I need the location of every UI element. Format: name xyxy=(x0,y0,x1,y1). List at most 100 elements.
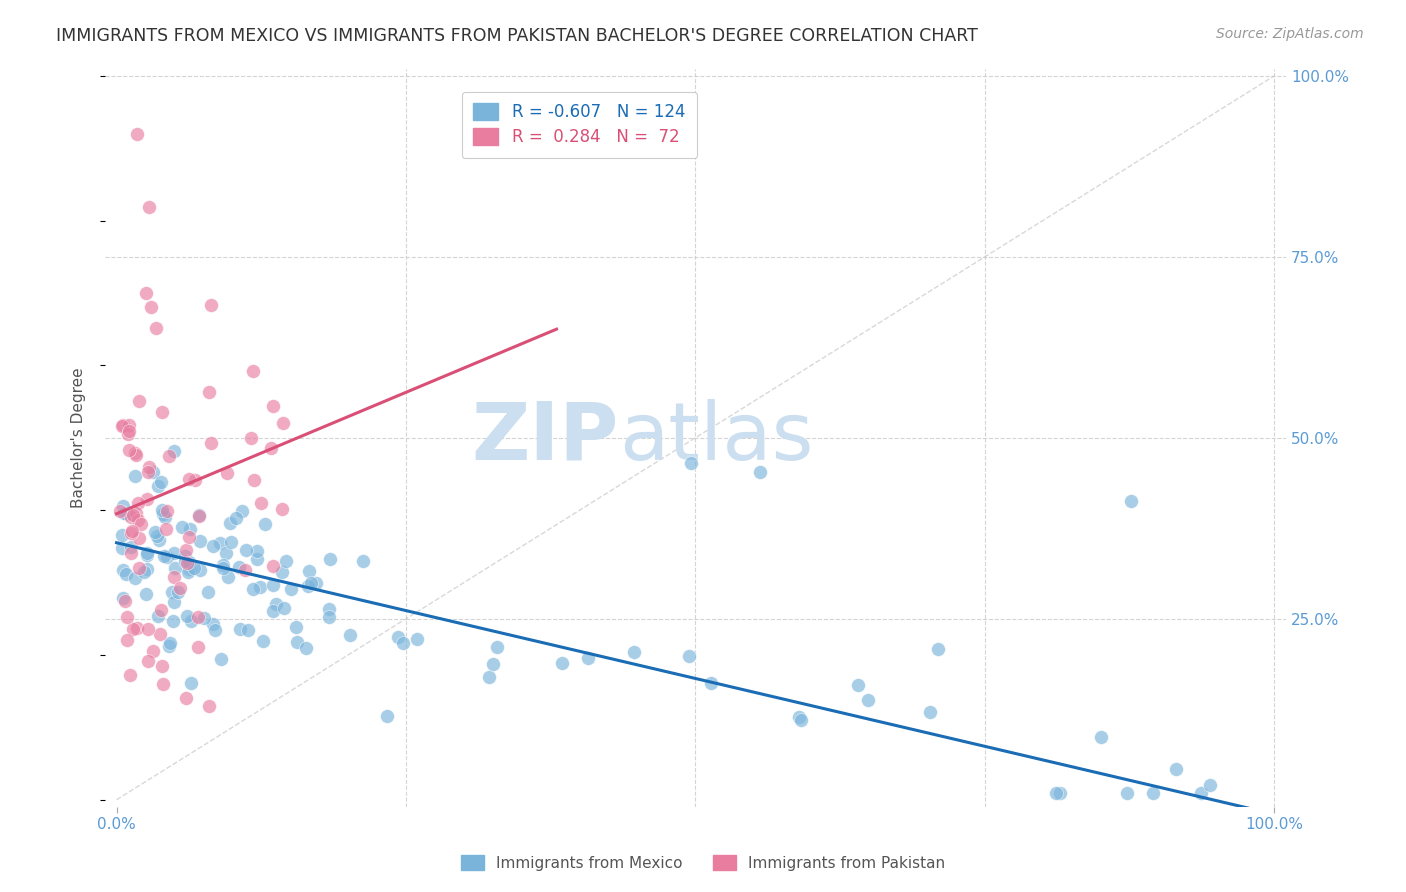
Point xyxy=(197,384,219,399)
Point xyxy=(274,554,297,568)
Point xyxy=(150,405,173,419)
Text: Source: ZipAtlas.com: Source: ZipAtlas.com xyxy=(1216,27,1364,41)
Point xyxy=(1121,494,1143,508)
Point xyxy=(305,576,328,591)
Point xyxy=(157,640,180,654)
Point xyxy=(285,635,308,649)
Point xyxy=(1090,731,1112,745)
Point xyxy=(201,539,224,553)
Point xyxy=(150,659,173,673)
Point xyxy=(212,558,235,572)
Point xyxy=(114,593,136,607)
Point xyxy=(1045,785,1067,799)
Point xyxy=(117,427,139,442)
Point xyxy=(233,563,256,577)
Point xyxy=(353,554,375,568)
Point xyxy=(112,499,135,513)
Point xyxy=(262,559,284,574)
Point xyxy=(235,542,257,557)
Point xyxy=(1166,762,1188,776)
Point xyxy=(387,630,409,644)
Point xyxy=(112,506,135,520)
Point xyxy=(127,127,149,141)
Point xyxy=(136,623,159,637)
Point xyxy=(138,200,160,214)
Point xyxy=(136,549,159,563)
Point xyxy=(169,581,191,595)
Point xyxy=(142,466,165,480)
Point xyxy=(155,522,177,536)
Point xyxy=(927,641,949,656)
Point xyxy=(790,713,813,727)
Point xyxy=(264,597,287,611)
Point xyxy=(285,620,308,634)
Point xyxy=(135,587,157,601)
Point xyxy=(681,456,703,470)
Point xyxy=(115,567,138,582)
Point xyxy=(485,640,508,654)
Point xyxy=(120,526,142,541)
Point xyxy=(146,529,169,543)
Point xyxy=(678,649,700,664)
Point xyxy=(121,524,143,538)
Point xyxy=(138,460,160,475)
Point xyxy=(318,610,340,624)
Point xyxy=(228,559,250,574)
Point xyxy=(148,609,170,624)
Point xyxy=(231,503,253,517)
Point xyxy=(179,472,201,486)
Point xyxy=(118,442,141,457)
Point xyxy=(128,561,150,575)
Point xyxy=(136,654,159,668)
Point xyxy=(129,516,152,531)
Y-axis label: Bachelor's Degree: Bachelor's Degree xyxy=(72,368,86,508)
Point xyxy=(209,651,232,665)
Point xyxy=(177,562,200,576)
Point xyxy=(228,622,250,636)
Point xyxy=(551,656,574,670)
Point xyxy=(183,561,205,575)
Point xyxy=(153,549,176,563)
Point xyxy=(155,549,177,564)
Point xyxy=(174,543,197,558)
Point xyxy=(177,565,200,579)
Point xyxy=(111,591,134,605)
Point xyxy=(176,609,198,624)
Point xyxy=(177,530,200,544)
Point xyxy=(219,516,242,530)
Point xyxy=(170,519,193,533)
Point xyxy=(143,525,166,540)
Point xyxy=(136,562,159,576)
Point xyxy=(246,543,269,558)
Point xyxy=(127,621,149,635)
Point xyxy=(197,584,219,599)
Point xyxy=(111,528,134,542)
Point xyxy=(128,531,150,545)
Point xyxy=(243,473,266,487)
Point xyxy=(318,602,340,616)
Point xyxy=(112,417,135,432)
Point xyxy=(1198,778,1220,792)
Point xyxy=(299,575,322,590)
Point xyxy=(217,570,239,584)
Point xyxy=(124,446,146,460)
Point xyxy=(215,546,238,560)
Point xyxy=(134,285,156,300)
Point xyxy=(148,533,170,547)
Point xyxy=(190,563,212,577)
Text: ZIP: ZIP xyxy=(471,399,619,476)
Point xyxy=(124,571,146,585)
Point xyxy=(225,511,247,525)
Point xyxy=(249,580,271,594)
Point xyxy=(141,643,163,657)
Point xyxy=(108,504,131,518)
Point xyxy=(252,634,274,648)
Point xyxy=(111,541,134,555)
Point xyxy=(127,496,149,510)
Point xyxy=(262,400,284,414)
Point xyxy=(174,554,197,568)
Point xyxy=(120,667,142,681)
Point xyxy=(576,650,599,665)
Point xyxy=(163,546,186,560)
Point xyxy=(152,677,174,691)
